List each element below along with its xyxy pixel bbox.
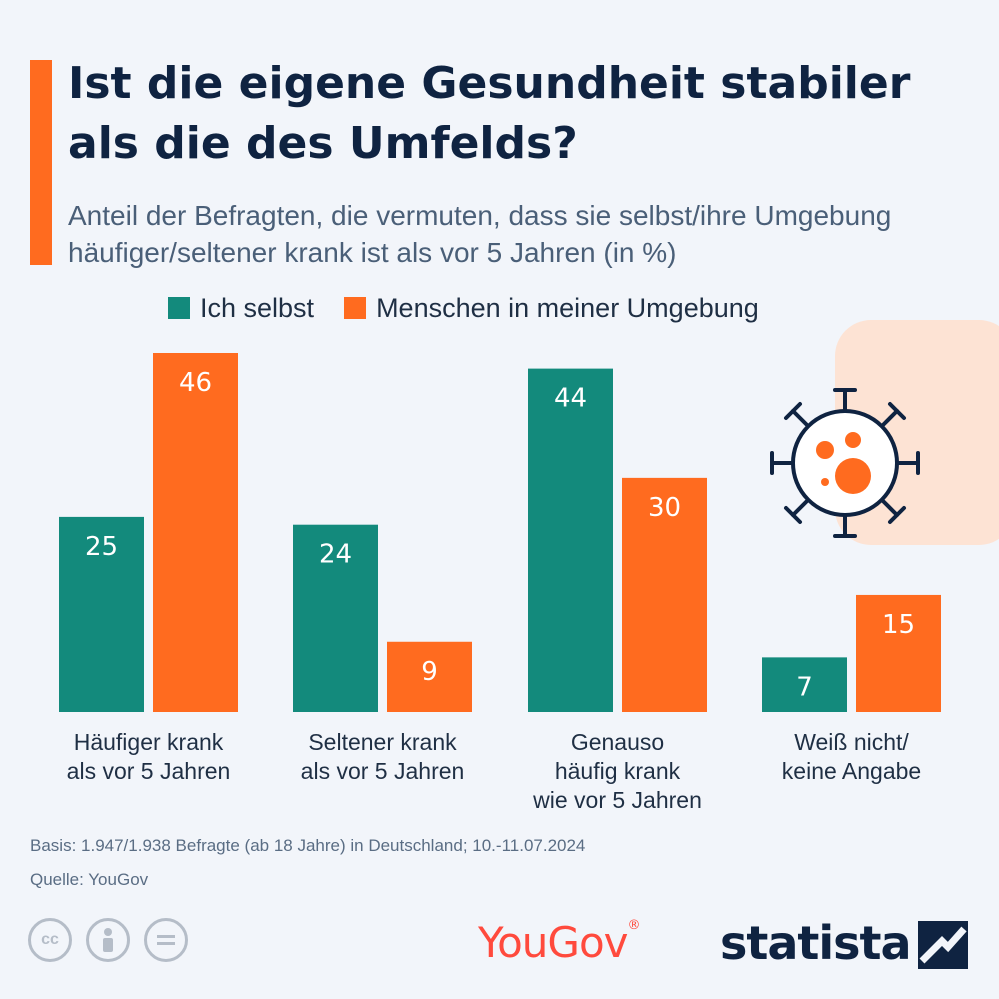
category-label-3-1: keine Angabe <box>782 758 921 784</box>
basis-note: Basis: 1.947/1.938 Befragte (ab 18 Jahre… <box>30 836 586 855</box>
legend-swatch-ich-selbst <box>168 297 190 319</box>
legend-swatch-umgebung <box>344 297 367 319</box>
license-icons: cc <box>28 918 202 962</box>
data-label-ich-selbst-0: 25 <box>85 532 118 562</box>
statista-mark-icon <box>918 921 968 969</box>
bar-ich-selbst-2 <box>528 368 613 712</box>
nd-icon[interactable] <box>144 918 188 962</box>
category-label-1-0: Seltener krank <box>308 729 457 755</box>
data-label-umgebung-2: 30 <box>648 493 681 523</box>
data-label-ich-selbst-1: 24 <box>319 540 352 570</box>
category-label-2-0: Genauso <box>571 729 664 755</box>
legend-item-ich-selbst: Ich selbst <box>168 293 314 324</box>
chart-title: Ist die eigene Gesundheit stabiler als d… <box>68 58 911 169</box>
legend-label-umgebung: Menschen in meiner Umgebung <box>376 292 759 323</box>
virus-icon <box>770 388 920 538</box>
data-label-umgebung-0: 46 <box>179 368 212 398</box>
legend: Ich selbst Menschen in meiner Umgebung <box>168 290 789 326</box>
category-label-3-0: Weiß nicht/ <box>794 729 909 755</box>
chart-subtitle: Anteil der Befragten, die vermuten, dass… <box>68 200 892 268</box>
bar-ich-selbst-3 <box>762 657 847 712</box>
data-label-umgebung-3: 15 <box>882 610 915 640</box>
legend-label-ich-selbst: Ich selbst <box>200 292 315 323</box>
data-label-umgebung-1: 9 <box>421 657 438 687</box>
category-label-0-0: Häufiger krank <box>74 729 224 755</box>
cc-icon[interactable]: cc <box>28 918 72 962</box>
bar-umgebung-3 <box>856 594 941 712</box>
data-label-ich-selbst-2: 44 <box>554 384 587 414</box>
source-note: Quelle: YouGov <box>30 870 149 889</box>
bar-umgebung-1 <box>387 641 472 712</box>
by-icon[interactable] <box>86 918 130 962</box>
category-label-0-1: als vor 5 Jahren <box>67 758 231 784</box>
bar-ich-selbst-1 <box>293 524 378 712</box>
legend-item-umgebung: Menschen in meiner Umgebung <box>344 293 759 324</box>
category-label-2-2: wie vor 5 Jahren <box>532 787 702 813</box>
yougov-logo-text: YouGov <box>478 918 628 967</box>
data-label-ich-selbst-3: 7 <box>796 672 813 702</box>
bar-ich-selbst-0 <box>59 516 144 712</box>
bar-umgebung-2 <box>622 477 707 712</box>
title-accent-bar <box>30 60 52 265</box>
yougov-logo: YouGov® <box>478 918 641 967</box>
category-label-2-1: häufig krank <box>555 758 681 784</box>
category-label-1-1: als vor 5 Jahren <box>301 758 465 784</box>
bar-umgebung-0 <box>153 353 238 712</box>
statista-logo: statista <box>720 916 912 970</box>
